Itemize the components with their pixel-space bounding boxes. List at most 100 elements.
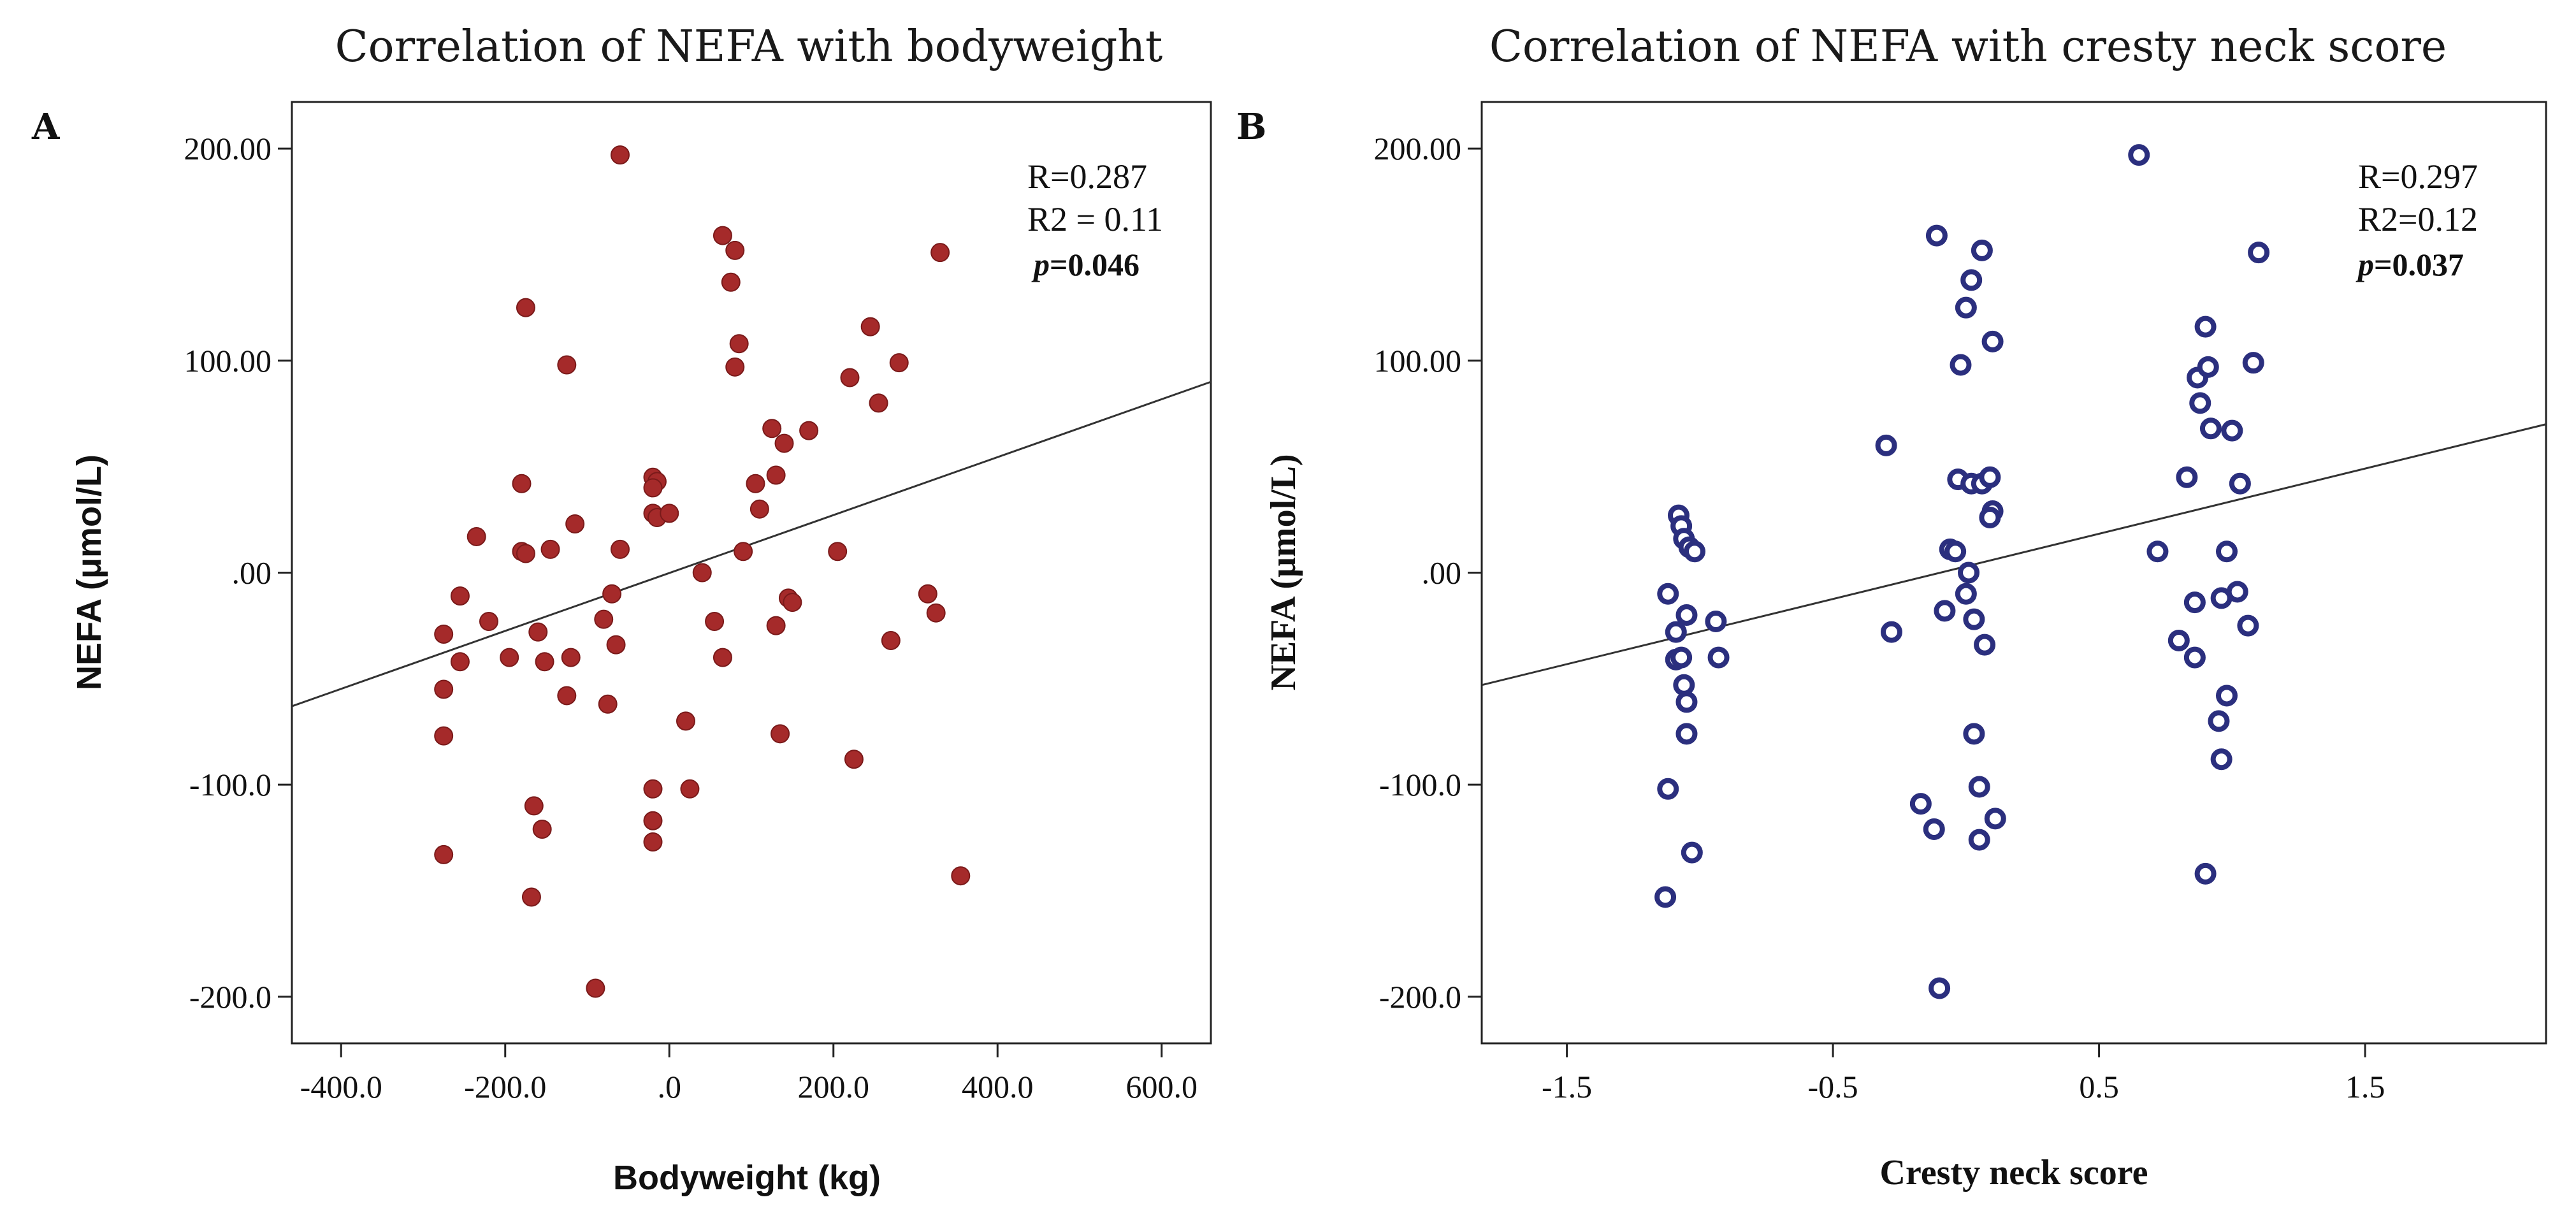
panel-a-y-tick-label: -100.0 bbox=[189, 767, 271, 802]
panel-a-data-point bbox=[926, 603, 946, 623]
panel-a-data-point bbox=[434, 624, 454, 644]
panel-b-data-point bbox=[1923, 818, 1945, 841]
panel-a-data-point bbox=[540, 539, 560, 559]
panel-a-y-axis-label: NEFA (μmol/L) bbox=[70, 454, 108, 690]
panel-b-points bbox=[1654, 144, 2270, 999]
panel-a-plot-frame bbox=[291, 101, 1212, 1045]
panel-b-x-tick-label: 0.5 bbox=[2079, 1069, 2119, 1105]
panel-b-data-point bbox=[1958, 562, 1980, 584]
panel-a-data-point bbox=[660, 504, 679, 523]
panel-b-data-point bbox=[2197, 356, 2219, 378]
panel-b-data-point bbox=[2194, 862, 2217, 885]
panel-a-data-point bbox=[918, 584, 937, 604]
panel-a-data-point bbox=[713, 226, 732, 245]
panel-b-data-point bbox=[1705, 611, 1727, 633]
panel-a-data-point bbox=[705, 612, 725, 632]
panel-a-data-point bbox=[930, 243, 950, 263]
panel-b-data-point bbox=[1960, 269, 1983, 291]
panel-a-data-point bbox=[479, 612, 498, 632]
panel-b-data-point bbox=[1979, 507, 2001, 529]
panel-b-x-tick-label: 1.5 bbox=[2345, 1069, 2385, 1105]
panel-a-data-point bbox=[721, 272, 741, 292]
panel-a-data-point bbox=[643, 832, 663, 852]
panel-a-data-point bbox=[746, 474, 765, 493]
panel-a-data-point bbox=[729, 334, 749, 354]
panel-b-data-point bbox=[1673, 674, 1695, 696]
panel-b-stats: R=0.297 R2=0.12 p=0.037 bbox=[2355, 157, 2478, 282]
panel-a-data-point bbox=[762, 419, 782, 438]
panel-a-r-value: R=0.287 bbox=[1027, 157, 1147, 196]
panel-a-data-point bbox=[676, 711, 695, 731]
panel-b-data-point bbox=[1944, 540, 1967, 563]
panel-a-data-point bbox=[561, 648, 581, 667]
panel-a-data-point bbox=[611, 539, 630, 559]
panel-a-x-axis-label: Bodyweight (kg) bbox=[613, 1159, 881, 1197]
panel-a-data-point bbox=[692, 563, 712, 583]
panel-a-data-point bbox=[725, 240, 745, 260]
panel-a-data-point bbox=[434, 679, 454, 699]
panel-b-fit-line-group bbox=[1481, 423, 2547, 686]
panel-a-data-point bbox=[881, 630, 901, 650]
panel-a-y-tick-label: 100.00 bbox=[184, 343, 272, 379]
panel-a-data-point bbox=[434, 844, 454, 864]
panel-b-data-point bbox=[2199, 417, 2222, 440]
panel-a-letter: A bbox=[31, 106, 61, 148]
panel-a-data-point bbox=[602, 584, 622, 604]
panel-a-x-axis: -400.0 -200.0 .0 200.0 400.0 600.0 bbox=[300, 1043, 1198, 1105]
panel-a-data-point bbox=[840, 368, 860, 388]
panel-a-data-point bbox=[799, 421, 819, 440]
panel-a: Correlation of NEFA with bodyweight A 20… bbox=[31, 22, 1212, 1197]
panel-a-data-point bbox=[643, 811, 663, 830]
panel-a-data-point bbox=[771, 724, 790, 744]
panel-a-data-point bbox=[643, 478, 663, 498]
panel-a-points bbox=[434, 145, 971, 998]
panel-b-y-axis: 200.00 100.00 .00 -100.0 -200.0 bbox=[1374, 131, 1482, 1015]
panel-a-data-point bbox=[766, 465, 786, 485]
panel-a-r2-value: R2 = 0.11 bbox=[1027, 200, 1163, 238]
panel-b-y-tick-label: 100.00 bbox=[1374, 343, 1462, 379]
panel-b-y-tick-label: -200.0 bbox=[1379, 979, 1461, 1015]
panel-b-data-point bbox=[1665, 621, 1687, 643]
panel-b-data-point bbox=[1955, 583, 1977, 605]
panel-b-data-point bbox=[1909, 793, 1932, 815]
panel-a-x-tick-label: -200.0 bbox=[464, 1069, 546, 1105]
panel-a-data-point bbox=[516, 544, 535, 563]
panel-a-y-tick-label: 200.00 bbox=[184, 131, 272, 166]
panel-b-data-point bbox=[2210, 748, 2232, 771]
panel-a-data-point bbox=[774, 433, 794, 453]
panel-b-data-point bbox=[1925, 224, 1948, 247]
panel-a-x-tick-label: -400.0 bbox=[300, 1069, 382, 1105]
panel-a-data-point bbox=[844, 750, 864, 769]
panel-b: Correlation of NEFA with cresty neck sco… bbox=[1236, 22, 2547, 1192]
panel-b-title: Correlation of NEFA with cresty neck sco… bbox=[1489, 22, 2447, 72]
panel-a-data-point bbox=[450, 586, 470, 606]
panel-a-fit-line-group bbox=[291, 380, 1212, 707]
panel-b-data-point bbox=[2183, 646, 2206, 669]
panel-b-data-point bbox=[1928, 977, 1951, 999]
panel-a-data-point bbox=[828, 542, 848, 562]
panel-a-data-point bbox=[594, 609, 614, 629]
panel-a-data-point bbox=[734, 542, 753, 562]
panel-b-data-point bbox=[1681, 841, 1703, 864]
panel-b-x-axis: -1.5 -0.5 0.5 1.5 bbox=[1542, 1043, 2385, 1105]
panel-b-y-tick-label: -100.0 bbox=[1379, 767, 1461, 802]
panel-b-data-point bbox=[1880, 621, 1902, 643]
panel-b-data-point bbox=[1950, 354, 1972, 376]
panel-b-data-point bbox=[2189, 392, 2211, 414]
panel-b-data-point bbox=[2242, 352, 2264, 374]
panel-b-data-point bbox=[2221, 419, 2243, 442]
panel-a-data-point bbox=[532, 820, 552, 839]
panel-b-data-point bbox=[1971, 239, 1993, 261]
panel-b-data-point bbox=[1984, 808, 2006, 830]
panel-a-data-point bbox=[783, 593, 802, 612]
panel-b-data-point bbox=[1670, 646, 1693, 669]
panel-a-y-axis: 200.00 100.00 .00 -100.0 -200.0 bbox=[184, 131, 292, 1015]
panel-a-data-point bbox=[516, 298, 535, 317]
panel-a-x-tick-label: .0 bbox=[658, 1069, 682, 1105]
panel-b-data-point bbox=[2208, 710, 2230, 732]
panel-a-data-point bbox=[889, 353, 909, 373]
panel-a-p-number: =0.046 bbox=[1050, 247, 1140, 282]
panel-b-y-axis-label: NEFA (μmol/L) bbox=[1264, 454, 1303, 690]
panel-b-data-point bbox=[1974, 634, 1996, 656]
panel-b-x-axis-label: Cresty neck score bbox=[1880, 1153, 2148, 1192]
